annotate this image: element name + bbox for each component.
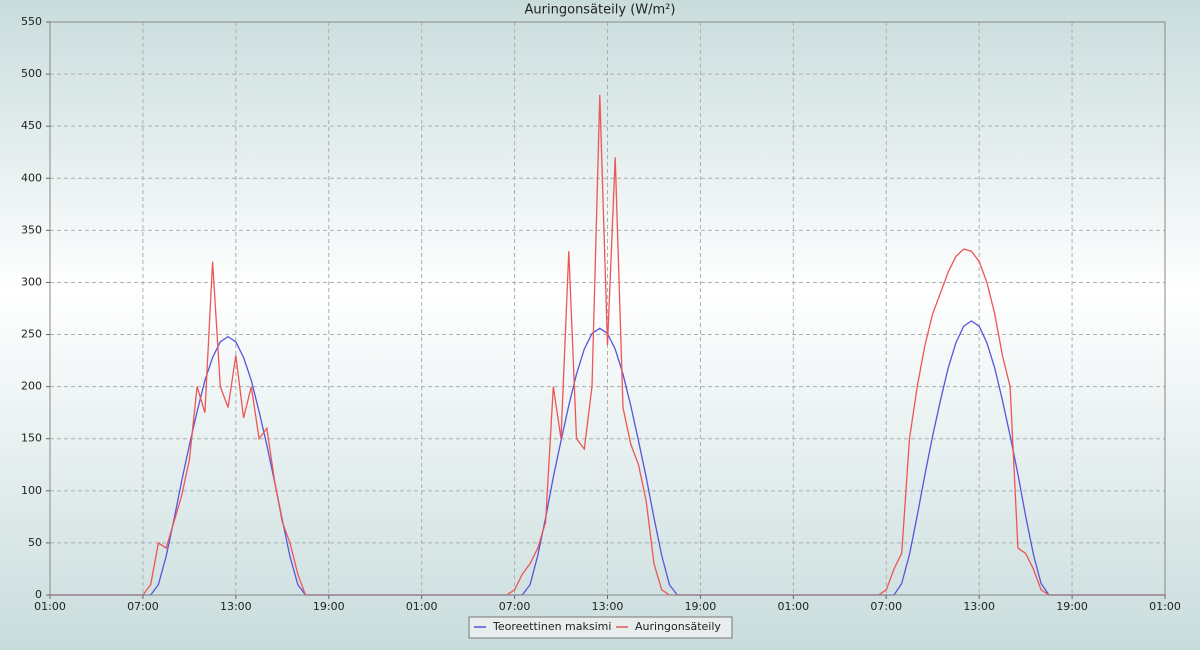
- legend-label: Auringonsäteily: [635, 620, 721, 633]
- x-tick-label: 07:00: [870, 600, 902, 613]
- x-tick-label: 01:00: [777, 600, 809, 613]
- y-tick-label: 300: [21, 275, 42, 288]
- x-tick-label: 13:00: [220, 600, 252, 613]
- x-tick-label: 01:00: [1149, 600, 1181, 613]
- y-tick-label: 500: [21, 67, 42, 80]
- y-tick-label: 400: [21, 171, 42, 184]
- x-tick-label: 13:00: [592, 600, 624, 613]
- lines: [50, 94, 1165, 596]
- x-tick-label: 13:00: [963, 600, 995, 613]
- x-tick-label: 01:00: [34, 600, 66, 613]
- y-tick-label: 50: [28, 536, 42, 549]
- y-tick-label: 100: [21, 484, 42, 497]
- axes: 0 50 100 150 200 250 300 350 400 450 500 550 01:00 07…: [21, 15, 1181, 613]
- y-tick-label: 200: [21, 380, 42, 393]
- x-tick-label: 07:00: [499, 600, 531, 613]
- x-tick-label: 19:00: [313, 600, 345, 613]
- series-line: [50, 94, 1165, 596]
- y-tick-label: 150: [21, 432, 42, 445]
- y-tick-label: 450: [21, 119, 42, 132]
- legend: [468, 616, 733, 639]
- legend-label: Teoreettinen maksimi: [492, 620, 611, 633]
- chart-title: Auringonsäteily (W/m²): [525, 3, 676, 18]
- x-tick-label: 19:00: [685, 600, 717, 613]
- x-tick-label: 01:00: [406, 600, 438, 613]
- y-tick-label: 550: [21, 15, 42, 28]
- y-tick-label: 350: [21, 223, 42, 236]
- x-tick-label: 07:00: [127, 600, 159, 613]
- y-tick-label: 0: [35, 588, 42, 601]
- x-tick-label: 19:00: [1056, 600, 1088, 613]
- legend-items: Teoreettinen maksimi Auringonsäteily: [474, 620, 721, 633]
- y-tick-label: 250: [21, 328, 42, 341]
